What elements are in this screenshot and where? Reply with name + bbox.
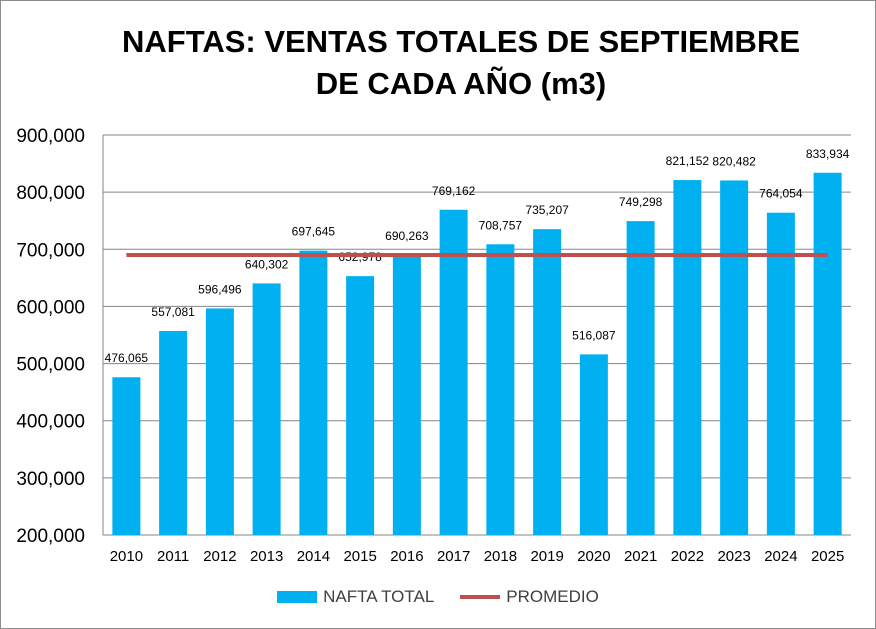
data-label: 821,152 <box>666 154 710 168</box>
chart-title-line-2: DE CADA AÑO (m3) <box>315 66 607 101</box>
data-label: 516,087 <box>572 328 616 342</box>
bar <box>720 180 749 536</box>
bar <box>533 229 562 536</box>
data-label: 708,757 <box>479 218 523 232</box>
x-tick-label: 2020 <box>577 548 610 565</box>
y-tick-label: 900,000 <box>16 126 85 147</box>
legend-item-promedio: PROMEDIO <box>460 587 599 607</box>
bar <box>392 254 421 535</box>
data-label: 640,302 <box>245 257 289 271</box>
legend-swatch-line <box>460 595 501 599</box>
x-tick-label: 2015 <box>343 548 376 565</box>
bar <box>766 212 795 536</box>
bar <box>813 172 842 535</box>
legend-swatch-bar <box>277 591 318 603</box>
x-tick-label: 2010 <box>110 548 143 565</box>
chart-legend: NAFTA TOTAL PROMEDIO <box>1 587 875 607</box>
data-label: 557,081 <box>151 305 195 319</box>
bar <box>299 250 328 536</box>
y-tick-label: 800,000 <box>16 183 85 204</box>
legend-item-nafta-total: NAFTA TOTAL <box>277 587 434 607</box>
bar <box>626 221 655 536</box>
chart-title-line-1: NAFTAS: VENTAS TOTALES DE SEPTIEMBRE <box>121 24 801 59</box>
bar <box>346 276 375 535</box>
x-tick-label: 2014 <box>297 548 330 565</box>
legend-label-nafta-total: NAFTA TOTAL <box>323 587 435 606</box>
y-tick-label: 300,000 <box>16 469 85 490</box>
bar <box>579 354 608 535</box>
data-label: 476,065 <box>105 351 149 365</box>
x-tick-label: 2016 <box>390 548 423 565</box>
data-label: 833,934 <box>806 147 850 161</box>
y-tick-label: 500,000 <box>16 355 85 376</box>
data-label: 596,496 <box>198 282 242 296</box>
x-tick-label: 2019 <box>530 548 563 565</box>
data-label: 820,482 <box>712 154 756 168</box>
data-label: 735,207 <box>525 203 569 217</box>
x-tick-label: 2011 <box>157 548 189 565</box>
data-label: 697,645 <box>292 225 336 239</box>
bar <box>205 308 234 535</box>
y-tick-label: 200,000 <box>16 526 85 547</box>
x-tick-label: 2025 <box>811 548 844 565</box>
y-tick-label: 400,000 <box>16 412 85 433</box>
data-label: 764,054 <box>759 187 803 201</box>
x-tick-label: 2013 <box>250 548 283 565</box>
x-tick-label: 2021 <box>624 548 657 565</box>
data-label: 690,263 <box>385 229 429 243</box>
y-tick-label: 600,000 <box>16 297 85 318</box>
x-tick-label: 2022 <box>671 548 704 565</box>
data-label: 749,298 <box>619 195 663 209</box>
data-label: 652,978 <box>338 250 382 264</box>
bar <box>673 180 702 535</box>
bar <box>486 244 515 535</box>
y-tick-label: 700,000 <box>16 240 85 261</box>
x-tick-label: 2023 <box>717 548 750 565</box>
x-tick-label: 2012 <box>203 548 236 565</box>
bar <box>159 330 188 535</box>
data-label: 769,162 <box>432 184 476 198</box>
x-tick-label: 2018 <box>484 548 517 565</box>
legend-label-promedio: PROMEDIO <box>506 587 599 606</box>
bar <box>252 283 281 535</box>
chart-title: NAFTAS: VENTAS TOTALES DE SEPTIEMBRE DE … <box>41 21 876 105</box>
x-tick-label: 2017 <box>437 548 470 565</box>
x-tick-label: 2024 <box>764 548 797 565</box>
bar <box>112 377 141 535</box>
bar <box>439 209 468 535</box>
